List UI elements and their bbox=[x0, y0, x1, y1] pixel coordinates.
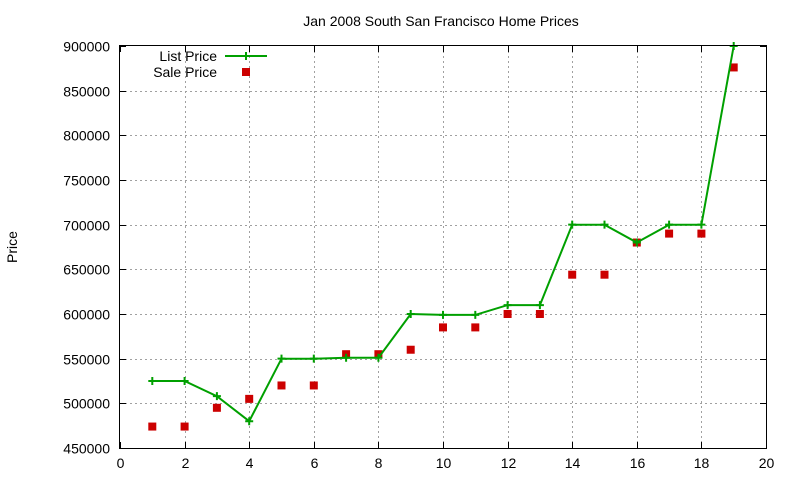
axis-ticks: 0 2 4 6 8 10 12 14 16 18 20 450000 500000 550000 60000… bbox=[63, 39, 774, 472]
list-price-point bbox=[245, 417, 254, 426]
sale-price-point bbox=[245, 394, 254, 403]
y-tick-label: 600000 bbox=[63, 307, 110, 323]
sale-price-point bbox=[729, 63, 738, 72]
sale-price-point bbox=[697, 229, 706, 238]
list-price-point bbox=[665, 220, 674, 229]
list-price-point bbox=[471, 310, 480, 319]
chart-title: Jan 2008 South San Francisco Home Prices bbox=[303, 13, 578, 29]
sale-price-point bbox=[309, 381, 318, 390]
sale-price-point bbox=[439, 323, 447, 332]
sale-price-point bbox=[212, 403, 221, 412]
list-price-point bbox=[697, 220, 706, 229]
x-tick-label: 2 bbox=[182, 455, 190, 471]
list-price-point bbox=[600, 220, 609, 229]
x-tick-label: 14 bbox=[565, 455, 581, 471]
x-tick-label: 10 bbox=[436, 455, 452, 471]
sale-price-point bbox=[180, 422, 189, 431]
legend-marker-list-price bbox=[242, 52, 250, 60]
x-tick-label: 8 bbox=[375, 455, 383, 471]
x-tick-label: 4 bbox=[246, 455, 254, 471]
legend-label-sale-price: Sale Price bbox=[153, 64, 217, 80]
plot-frame bbox=[119, 45, 767, 449]
y-tick-label: 550000 bbox=[63, 352, 110, 368]
list-price-point bbox=[212, 392, 221, 401]
list-price-point bbox=[439, 310, 447, 319]
y-tick-label: 800000 bbox=[63, 128, 110, 144]
list-price-point bbox=[568, 220, 577, 229]
sale-price-point bbox=[148, 422, 157, 431]
list-price-point bbox=[277, 354, 286, 363]
sale-price-point bbox=[600, 270, 609, 279]
legend-label-list-price: List Price bbox=[159, 48, 217, 64]
sale-price-point bbox=[568, 270, 577, 279]
y-tick-label: 850000 bbox=[63, 84, 110, 100]
sale-price-point bbox=[471, 323, 480, 332]
list-price-point bbox=[535, 301, 544, 310]
list-price-point bbox=[374, 353, 383, 362]
list-price-point bbox=[180, 377, 189, 385]
list-price-point bbox=[632, 238, 641, 247]
grid bbox=[120, 46, 766, 448]
x-tick-label: 18 bbox=[694, 455, 710, 471]
legend-marker-sale-price bbox=[242, 68, 250, 76]
y-tick-label: 500000 bbox=[63, 396, 110, 412]
x-tick-label: 6 bbox=[311, 455, 319, 471]
y-axis-label: Price bbox=[4, 231, 20, 263]
y-tick-label: 450000 bbox=[63, 441, 110, 457]
y-tick-label: 750000 bbox=[63, 173, 110, 189]
y-tick-label: 650000 bbox=[63, 262, 110, 278]
sale-price-point bbox=[535, 310, 544, 318]
list-price-point bbox=[503, 301, 512, 310]
y-tick-label: 700000 bbox=[63, 218, 110, 234]
x-tick-label: 20 bbox=[759, 455, 775, 471]
x-tick-label: 16 bbox=[630, 455, 646, 471]
sale-price-point bbox=[665, 229, 674, 238]
y-tick-label: 900000 bbox=[63, 39, 110, 55]
list-price-point bbox=[309, 354, 318, 363]
list-price-point bbox=[342, 353, 351, 362]
list-price-point bbox=[148, 377, 157, 385]
sale-price-point bbox=[406, 345, 415, 354]
sale-price-point bbox=[277, 381, 286, 390]
x-tick-label: 12 bbox=[501, 455, 517, 471]
sale-price-point bbox=[503, 310, 512, 318]
list-price-point bbox=[406, 310, 415, 318]
x-tick-label: 0 bbox=[117, 455, 125, 471]
